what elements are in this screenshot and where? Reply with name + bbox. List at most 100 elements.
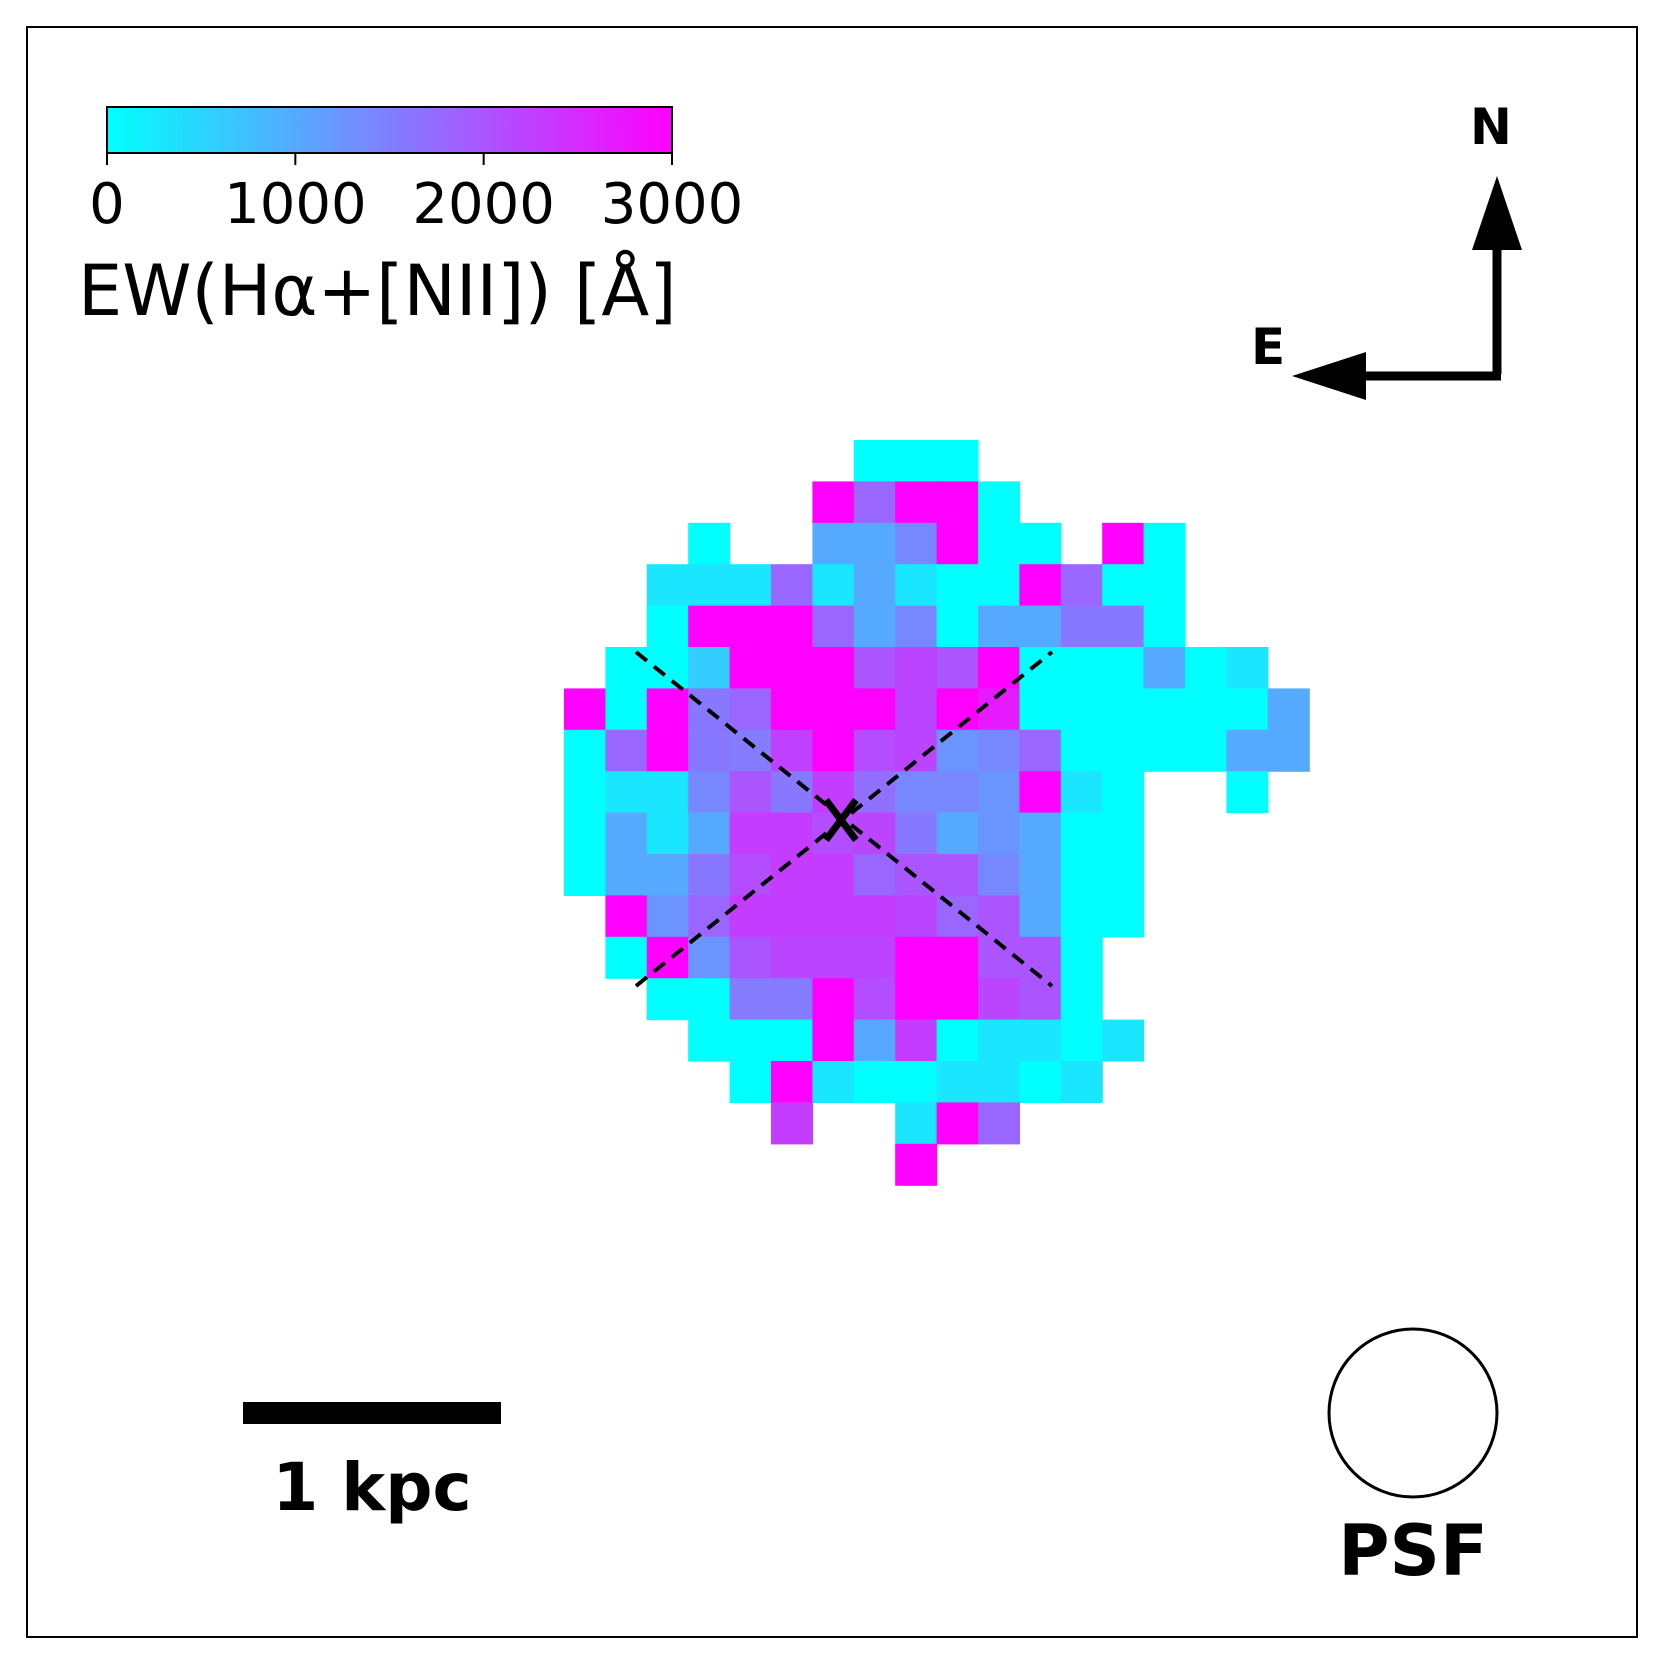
scalebar-label: 1 kpc [272, 1449, 471, 1526]
map-pixel [895, 522, 938, 565]
map-pixel [1060, 605, 1103, 648]
map-pixel [605, 729, 648, 772]
map-pixel [936, 729, 979, 772]
map-pixel [771, 978, 813, 1021]
map-pixel [605, 854, 648, 896]
colorbar-tick-label: 1000 [224, 172, 367, 237]
map-pixel [978, 564, 1020, 607]
map-pixel [605, 895, 648, 938]
map-pixel [1226, 729, 1269, 772]
map-pixel [812, 1019, 855, 1062]
map-pixel [895, 936, 938, 979]
map-pixel [646, 564, 689, 607]
map-pixel [771, 688, 813, 731]
map-pixel [1019, 895, 1062, 938]
map-pixel [895, 1143, 938, 1186]
map-pixel [1143, 688, 1186, 731]
map-pixel [1060, 729, 1103, 772]
map-pixel [812, 1061, 855, 1103]
map-pixel [1060, 688, 1103, 731]
map-pixel [1019, 854, 1062, 896]
compass-east-label: E [1251, 318, 1285, 376]
map-pixel [936, 440, 979, 482]
scalebar: 1 kpc [243, 1402, 501, 1526]
map-pixel [936, 1061, 979, 1103]
map-pixel [605, 771, 648, 814]
map-pixel [1185, 688, 1227, 731]
map-pixel [729, 812, 772, 855]
map-pixel [812, 564, 855, 607]
map-pixel [564, 729, 606, 772]
map-pixel [1102, 812, 1145, 855]
map-pixel [1226, 647, 1269, 689]
compass: N E [1251, 98, 1522, 400]
map-pixel [853, 978, 896, 1021]
map-pixel [1143, 605, 1186, 648]
psf-label: PSF [1338, 1510, 1488, 1592]
map-pixel [812, 522, 855, 565]
map-pixel [729, 1019, 772, 1062]
map-pixel [771, 564, 813, 607]
map-pixel [812, 481, 855, 524]
map-pixel [853, 481, 896, 524]
map-pixel [729, 729, 772, 772]
map-pixel [688, 854, 731, 896]
map-pixel [895, 812, 938, 855]
map-pixel [853, 895, 896, 938]
map-pixel [895, 647, 938, 689]
map-pixel [895, 1061, 938, 1103]
map-pixel [1060, 854, 1103, 896]
map-pixel [978, 522, 1020, 565]
map-pixel [895, 440, 938, 482]
map-pixel [978, 1102, 1020, 1145]
map-pixel [1102, 605, 1145, 648]
compass-north-label: N [1470, 98, 1512, 156]
map-pixel [1226, 688, 1269, 731]
map-pixel [1185, 729, 1227, 772]
map-pixel [564, 688, 606, 731]
map-pixel [1060, 1061, 1103, 1103]
map-pixel [1226, 771, 1269, 814]
map-pixel [1019, 647, 1062, 689]
map-pixel [936, 936, 979, 979]
map-pixel [1060, 812, 1103, 855]
map-pixel [812, 854, 855, 896]
map-pixel [812, 647, 855, 689]
map-pixel [978, 1019, 1020, 1062]
map-pixel [1102, 895, 1145, 938]
map-pixel [1019, 1061, 1062, 1103]
map-pixel [936, 812, 979, 855]
map-pixel [978, 729, 1020, 772]
map-pixel [771, 647, 813, 689]
map-pixel [853, 688, 896, 731]
map-pixel [729, 854, 772, 896]
map-pixel [1102, 729, 1145, 772]
map-pixel [936, 647, 979, 689]
map-pixel [853, 936, 896, 979]
map-pixel [688, 936, 731, 979]
colorbar-ticks: 0 1000 2000 3000 [89, 153, 743, 237]
map-pixel [936, 522, 979, 565]
map-pixel [1102, 771, 1145, 814]
map-pixel [646, 688, 689, 731]
map-pixel [1102, 688, 1145, 731]
map-pixel [895, 895, 938, 938]
map-pixel [1019, 812, 1062, 855]
map-pixel [1019, 1019, 1062, 1062]
map-pixel [1102, 1019, 1145, 1062]
map-pixel [1060, 936, 1103, 979]
map-pixel [771, 1061, 813, 1103]
map-pixel [729, 647, 772, 689]
map-pixel [729, 688, 772, 731]
map-pixel [646, 729, 689, 772]
map-pixel [1102, 647, 1145, 689]
map-pixel [936, 605, 979, 648]
map-pixel [1060, 978, 1103, 1021]
map-pixel [729, 895, 772, 938]
map-pixel [1019, 936, 1062, 979]
map-pixel [1143, 522, 1186, 565]
map-pixel [688, 647, 731, 689]
map-pixel [812, 895, 855, 938]
map-pixel [1060, 771, 1103, 814]
